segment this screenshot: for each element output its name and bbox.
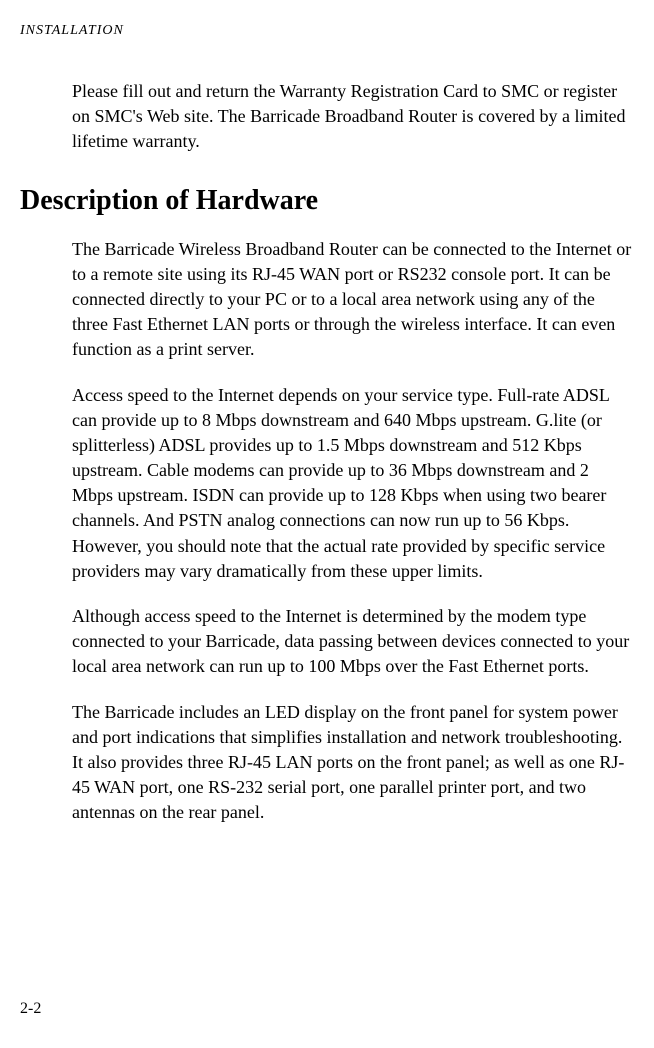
page-number: 2-2 xyxy=(20,1000,41,1018)
hardware-description-para3: Although access speed to the Internet is… xyxy=(72,604,634,680)
intro-paragraph: Please fill out and return the Warranty … xyxy=(72,79,634,155)
page-header: INSTALLATION xyxy=(20,23,634,39)
content-area: Please fill out and return the Warranty … xyxy=(20,79,634,826)
hardware-description-para1: The Barricade Wireless Broadband Router … xyxy=(72,237,634,363)
section-heading: Description of Hardware xyxy=(20,185,634,217)
hardware-description-para4: The Barricade includes an LED display on… xyxy=(72,700,634,826)
hardware-description-para2: Access speed to the Internet depends on … xyxy=(72,383,634,585)
